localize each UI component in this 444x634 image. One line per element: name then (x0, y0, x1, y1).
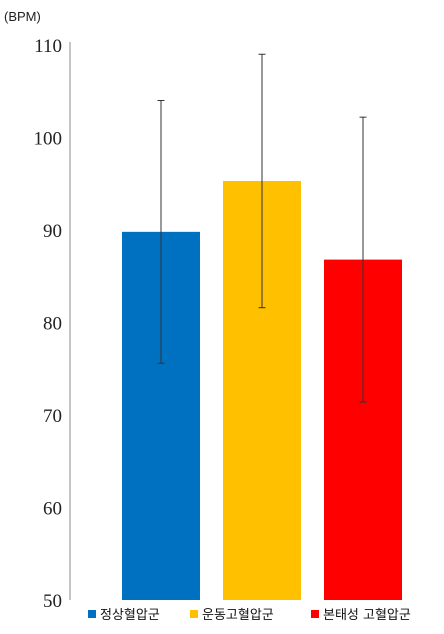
y-tick-label: 70 (43, 406, 62, 427)
y-tick-label: 90 (43, 221, 62, 242)
y-unit-label: (BPM) (4, 9, 41, 24)
y-tick-label: 110 (34, 36, 62, 57)
error-bar-2 (258, 53, 266, 309)
error-bar-1 (157, 100, 165, 364)
legend-swatch-1 (88, 610, 96, 618)
legend: 정상혈압군 운동고혈압군 본태성 고혈압군 (88, 608, 411, 623)
y-tick-label: 60 (43, 499, 62, 520)
legend-swatch-2 (190, 610, 198, 618)
y-tick-label: 100 (34, 129, 63, 150)
error-bars (157, 53, 367, 403)
legend-label-1: 정상혈압군 (100, 608, 160, 623)
error-bar-3 (359, 116, 367, 403)
legend-swatch-3 (311, 610, 319, 618)
y-tick-label: 50 (43, 591, 62, 612)
legend-label-2: 운동고혈압군 (202, 608, 274, 623)
y-axis: 50 60 70 80 90 100 110 (34, 36, 71, 612)
y-tick-label: 80 (43, 314, 62, 335)
legend-label-3: 본태성 고혈압군 (323, 608, 411, 623)
